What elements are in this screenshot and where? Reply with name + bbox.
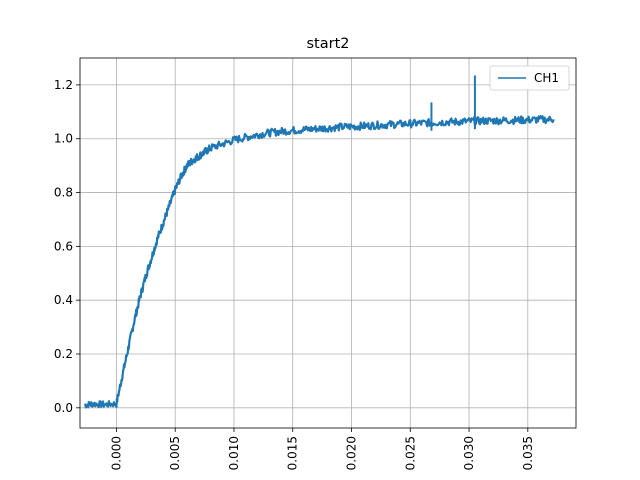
x-tick-label: 0.020 (345, 436, 359, 470)
x-tick-label: 0.005 (168, 436, 182, 470)
axes-frame (79, 57, 577, 429)
x-tick-label: 0.035 (521, 436, 535, 470)
x-tick-label: 0.015 (286, 436, 300, 470)
y-tick-label: 1.0 (54, 132, 73, 146)
series-layer (83, 75, 555, 409)
x-axis: 0.000 0.005 0.010 0.015 0.020 0.025 0.030 0.035 (109, 428, 535, 470)
legend-label-ch1: CH1 (534, 71, 559, 85)
x-tick-label: 0.010 (227, 436, 241, 470)
legend: CH1 (489, 65, 570, 91)
y-axis: 0.0 0.2 0.4 0.6 0.8 1.0 1.2 (54, 78, 80, 415)
y-tick-label: 0.0 (54, 401, 73, 415)
chart-title: start2 (307, 36, 350, 52)
y-tick-label: 0.4 (54, 293, 73, 307)
legend-box (489, 65, 570, 91)
x-tick-label: 0.025 (403, 436, 417, 470)
y-tick-label: 1.2 (54, 78, 73, 92)
series-line-ch1 (83, 115, 555, 409)
x-tick-label: 0.030 (462, 436, 476, 470)
y-tick-label: 0.6 (54, 239, 73, 253)
y-tick-label: 0.2 (54, 347, 73, 361)
x-tick-label: 0.000 (109, 436, 123, 470)
y-tick-label: 0.8 (54, 186, 73, 200)
